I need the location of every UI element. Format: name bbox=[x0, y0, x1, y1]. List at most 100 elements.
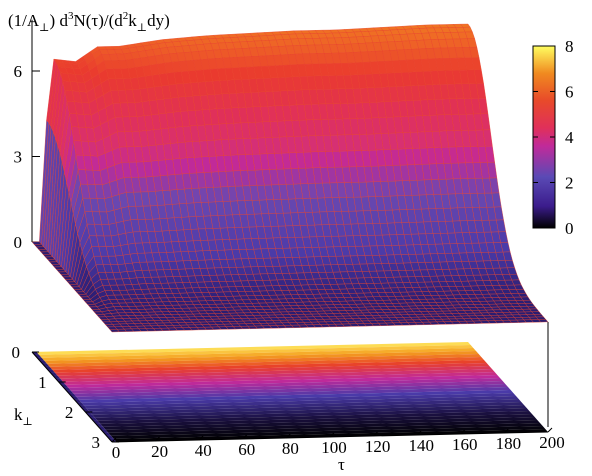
floor-band-start bbox=[32, 351, 39, 355]
surface-cell bbox=[538, 319, 549, 323]
z-tick-label: 0 bbox=[14, 233, 23, 252]
floor-band-start bbox=[77, 402, 85, 406]
floor-band-start bbox=[45, 366, 53, 370]
colorbar-tick-label: 0 bbox=[565, 219, 574, 238]
floor-band bbox=[41, 348, 476, 361]
floor-band-start bbox=[85, 411, 93, 415]
y-tick-label: 3 bbox=[92, 433, 101, 452]
floor-band bbox=[36, 342, 471, 355]
floor-band bbox=[63, 372, 498, 385]
floor-band bbox=[57, 366, 492, 379]
floor-band bbox=[111, 426, 546, 439]
floor-band bbox=[47, 354, 482, 367]
floor-band-start bbox=[53, 375, 61, 379]
floor-band bbox=[73, 384, 508, 397]
x-tick bbox=[373, 431, 378, 437]
floor-band bbox=[52, 360, 487, 373]
x-tick bbox=[416, 430, 422, 436]
floor-band bbox=[68, 378, 503, 391]
x-tick-label: 100 bbox=[321, 438, 347, 457]
x-tick-label: 200 bbox=[539, 433, 565, 452]
x-tick-label: 40 bbox=[195, 441, 212, 460]
floor-band-start bbox=[101, 429, 109, 433]
x-tick bbox=[155, 436, 160, 442]
floor-band bbox=[49, 357, 484, 370]
floor-band bbox=[39, 345, 474, 358]
floor-band-start bbox=[56, 378, 63, 382]
floor-band-start bbox=[48, 369, 55, 373]
x-tick bbox=[111, 437, 117, 443]
floor-band-start bbox=[37, 357, 45, 361]
z-axis: 0 3 6 bbox=[14, 19, 40, 252]
x-tick bbox=[460, 429, 466, 435]
y-tick-label: 2 bbox=[65, 403, 74, 422]
surface-mesh bbox=[31, 23, 549, 333]
y-tick-label: 1 bbox=[38, 373, 47, 392]
floor-band bbox=[105, 420, 540, 433]
floor-band-start bbox=[64, 387, 71, 391]
floor-band-start bbox=[72, 396, 79, 400]
floor-band-start bbox=[80, 405, 87, 409]
floor-band bbox=[100, 414, 535, 427]
x-tick bbox=[242, 434, 248, 440]
floor-band bbox=[87, 399, 522, 412]
x-tick bbox=[329, 432, 335, 438]
z-tick-label: 6 bbox=[14, 62, 23, 81]
floor-band bbox=[79, 390, 514, 403]
floor-band-start bbox=[50, 372, 58, 376]
floor-band-start bbox=[40, 360, 47, 364]
colorbar-tick-label: 2 bbox=[565, 174, 574, 193]
colorbar-tick-label: 6 bbox=[565, 83, 574, 102]
floor-band-start bbox=[82, 408, 90, 412]
colorbar-ticks: 0 2 4 6 8 bbox=[533, 37, 574, 238]
floor-band-start bbox=[93, 420, 101, 424]
floor-band bbox=[89, 402, 524, 415]
floor-band bbox=[60, 369, 495, 382]
floor-band bbox=[95, 408, 530, 421]
floor-band-start bbox=[96, 423, 103, 427]
floor-band-start bbox=[34, 354, 42, 358]
floor-band-start bbox=[106, 435, 114, 439]
y-axis-label: k⊥ bbox=[14, 405, 33, 428]
x-tick bbox=[286, 433, 291, 439]
floor-band-start bbox=[69, 393, 77, 397]
floor-band-start bbox=[61, 384, 69, 388]
floor-band-start bbox=[66, 390, 74, 394]
floor-band-start bbox=[98, 426, 106, 430]
x-tick-label: 140 bbox=[408, 436, 434, 455]
x-tick bbox=[547, 427, 553, 433]
floor-band bbox=[76, 387, 511, 400]
x-tick-label: 60 bbox=[238, 440, 255, 459]
colorbar-tick-label: 8 bbox=[565, 37, 574, 56]
floor-band bbox=[65, 375, 500, 388]
floor-band bbox=[92, 405, 527, 418]
chart-title: (1/A⊥) d3N(τ)/(d2k⊥dy) bbox=[8, 10, 170, 34]
x-tick bbox=[198, 435, 204, 441]
floor-projection bbox=[32, 342, 548, 442]
x-tick-label: 160 bbox=[452, 435, 478, 454]
floor-band bbox=[84, 396, 519, 409]
floor-band-start bbox=[88, 414, 95, 418]
x-axis-line bbox=[111, 431, 549, 443]
floor-band-start bbox=[90, 417, 98, 421]
floor-band bbox=[81, 393, 516, 406]
x-tick bbox=[504, 428, 509, 434]
floor-band-start bbox=[42, 363, 50, 367]
floor-band bbox=[97, 411, 532, 424]
floor-band bbox=[71, 381, 506, 394]
z-tick-label: 3 bbox=[14, 148, 23, 167]
x-tick-label: 0 bbox=[112, 443, 121, 462]
colorbar-tick-label: 4 bbox=[565, 128, 574, 147]
floor-band-start bbox=[104, 432, 111, 436]
floor-band bbox=[108, 423, 543, 436]
floor-band-start bbox=[74, 399, 82, 403]
x-tick-label: 120 bbox=[365, 437, 391, 456]
floor-band bbox=[103, 417, 538, 430]
x-tick-label: 20 bbox=[151, 442, 168, 461]
x-tick-label: 80 bbox=[282, 439, 299, 458]
y-axis-line bbox=[31, 351, 113, 443]
floor-band bbox=[55, 363, 490, 376]
x-axis-ticks: 0 20 40 60 80 100 120 140 160 180 200 bbox=[111, 427, 565, 462]
